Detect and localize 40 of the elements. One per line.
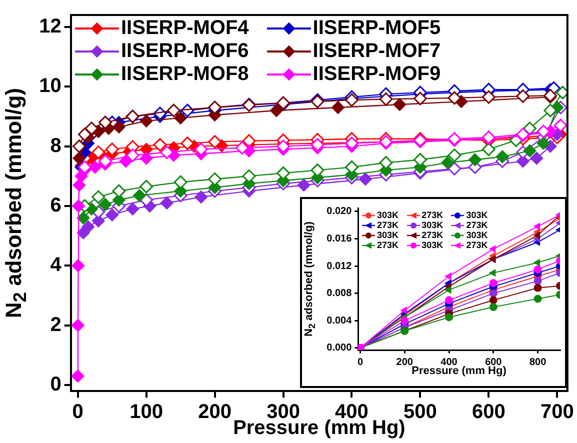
- x-tick-label: 0: [357, 357, 364, 368]
- y-tick-label: 4: [50, 254, 62, 276]
- legend-label: IISERP-MOF7: [312, 40, 441, 63]
- legend-label: IISERP-MOF6: [121, 40, 249, 63]
- x-tick-label: 200: [198, 401, 232, 424]
- legend-label: IISERP-MOF4: [121, 17, 249, 40]
- x-tick-label: 0: [72, 401, 84, 424]
- legend-label: 303K: [466, 210, 488, 220]
- legend-label: 273K: [422, 210, 444, 220]
- legend-label: 303K: [466, 230, 488, 240]
- y-tick-label: 0.012: [326, 260, 352, 272]
- y-tick-label: 2: [50, 314, 62, 336]
- legend-label: 303K: [422, 220, 444, 230]
- y-tick-label: 10: [39, 75, 62, 98]
- x-tick-label: 800: [529, 357, 547, 368]
- legend-label: 273K: [377, 220, 399, 230]
- y-tick-label: 0.000: [326, 342, 352, 354]
- x-tick-label: 600: [472, 401, 506, 424]
- y-tick-label: 8: [50, 134, 62, 157]
- legend-label: 303K: [422, 240, 444, 250]
- y-tick-label: 0.008: [326, 288, 352, 300]
- x-tick-label: 100: [130, 401, 164, 424]
- legend-label: IISERP-MOF9: [312, 63, 441, 86]
- y-tick-label: 0.004: [326, 315, 352, 326]
- legend-label: 273K: [466, 220, 488, 230]
- x-tick-label: 500: [404, 401, 437, 424]
- legend-label: IISERP-MOF5: [312, 17, 441, 40]
- legend-label: 273K: [377, 240, 399, 250]
- y-tick-label: 0: [50, 374, 62, 396]
- x-tick-label: 700: [540, 401, 574, 424]
- legend-label: 303K: [377, 210, 399, 220]
- y-tick-label: 0.020: [326, 206, 352, 218]
- y-tick-label: 6: [50, 194, 62, 216]
- y-tick-label: 12: [39, 15, 62, 38]
- x-tick-label: 200: [396, 357, 414, 368]
- legend-label: IISERP-MOF8: [121, 63, 249, 86]
- legend-label: 273K: [466, 240, 488, 250]
- legend-label: 273K: [422, 230, 444, 240]
- y-tick-label: 0.016: [326, 233, 352, 244]
- legend-label: 303K: [377, 230, 399, 240]
